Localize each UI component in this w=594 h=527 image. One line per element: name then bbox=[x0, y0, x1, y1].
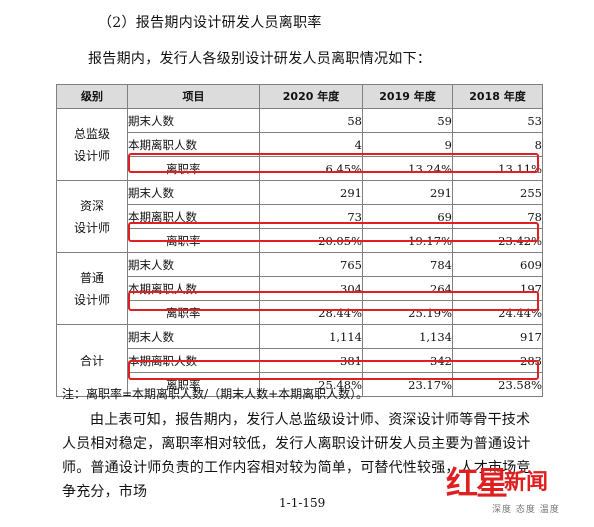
page-number: 1-1-159 bbox=[279, 496, 326, 510]
turnover-table: 级别 项目 2020 年度 2019 年度 2018 年度 总监级 设计师 期末… bbox=[56, 84, 543, 397]
table-row: 资深 设计师 期末人数 291 291 255 bbox=[56, 180, 543, 253]
highlight-box-rate-regular bbox=[128, 291, 539, 311]
watermark-slogan: 深度 态度 温度 bbox=[492, 502, 560, 515]
table-header-row: 级别 项目 2020 年度 2019 年度 2018 年度 bbox=[56, 84, 543, 109]
table-row: 合计 期末人数 1,114 1,134 917 bbox=[56, 324, 543, 397]
value-2019: 784 bbox=[362, 252, 453, 277]
item-cell: 期末人数 bbox=[127, 324, 260, 349]
value-2018: 255 bbox=[452, 180, 543, 205]
value-2020: 73 bbox=[259, 204, 363, 229]
table-row: 本期离职人数 304 264 197 bbox=[57, 276, 543, 301]
value-2020: 58 bbox=[259, 108, 363, 133]
item-cell: 期末人数 bbox=[127, 252, 260, 277]
value-2020: 291 bbox=[259, 180, 363, 205]
value-2018: 23.58% bbox=[452, 372, 543, 397]
level-line1: 资深 bbox=[79, 198, 104, 213]
level-line1: 普通 bbox=[79, 270, 104, 285]
highlight-box-rate-total bbox=[128, 360, 539, 380]
table-note: 注：离职率=本期离职人数/（期末人数+本期离职人数）。 bbox=[62, 387, 369, 401]
value-2018: 78 bbox=[452, 204, 543, 229]
header-item: 项目 bbox=[127, 84, 260, 109]
analysis-paragraph: 由上表可知，报告期内，发行人总监级设计师、资深设计师等骨干技术人员相对稳定，离职… bbox=[62, 408, 542, 504]
table-row-rate: 离职率 6.45% 13.24% 13.11% bbox=[57, 156, 543, 181]
level-cell: 合计 bbox=[56, 324, 128, 397]
header-2018: 2018 年度 bbox=[452, 84, 543, 109]
header-2019: 2019 年度 bbox=[362, 84, 453, 109]
level-line2: 设计师 bbox=[73, 148, 110, 163]
watermark-brand-red: 红星 bbox=[446, 464, 508, 502]
value-2019: 1,134 bbox=[362, 324, 453, 349]
level-cell: 总监级 设计师 bbox=[56, 108, 128, 181]
section-heading: （2）报告期内设计研发人员离职率 bbox=[98, 15, 322, 31]
news-watermark-logo: 红星 新闻 深度 态度 温度 bbox=[446, 458, 586, 522]
value-2018: 24.44% bbox=[452, 300, 543, 325]
table-row: 总监级 设计师 期末人数 58 59 53 bbox=[56, 108, 543, 181]
value-2018: 917 bbox=[452, 324, 543, 349]
level-line2: 设计师 bbox=[73, 292, 110, 307]
header-2020: 2020 年度 bbox=[259, 84, 363, 109]
item-cell: 本期离职人数 bbox=[127, 132, 260, 157]
watermark-brand-news: 新闻 bbox=[504, 470, 549, 495]
intro-text: 报告期内，发行人各级别设计研发人员离职情况如下： bbox=[88, 51, 432, 67]
item-cell: 期末人数 bbox=[127, 180, 260, 205]
highlight-box-rate-senior-director bbox=[128, 153, 539, 173]
value-2020: 1,114 bbox=[259, 324, 363, 349]
level-line2: 设计师 bbox=[73, 220, 110, 235]
level-cell: 资深 设计师 bbox=[56, 180, 128, 253]
level-cell: 普通 设计师 bbox=[56, 252, 128, 325]
value-2020: 765 bbox=[259, 252, 363, 277]
paragraph-text: 由上表可知，报告期内，发行人总监级设计师、资深设计师等骨干技术人员相对稳定，离职… bbox=[62, 412, 531, 500]
value-2020: 25.48% bbox=[259, 372, 363, 397]
value-2019: 23.17% bbox=[362, 372, 453, 397]
level-line1: 总监级 bbox=[73, 126, 110, 141]
value-2018: 609 bbox=[452, 252, 543, 277]
value-2019: 59 bbox=[362, 108, 453, 133]
table-row-rate: 离职率 25.48% 23.17% 23.58% bbox=[57, 372, 543, 397]
level-line1: 合计 bbox=[79, 353, 104, 368]
item-cell: 离职率 bbox=[127, 372, 260, 397]
header-level: 级别 bbox=[56, 84, 128, 109]
highlight-box-rate-senior bbox=[128, 222, 539, 242]
item-cell: 期末人数 bbox=[127, 108, 260, 133]
value-2018: 53 bbox=[452, 108, 543, 133]
table-row: 普通 设计师 期末人数 765 784 609 bbox=[56, 252, 543, 325]
table-row: 本期离职人数 73 69 78 bbox=[57, 204, 543, 229]
value-2018: 13.11% bbox=[452, 156, 543, 181]
value-2019: 291 bbox=[362, 180, 453, 205]
